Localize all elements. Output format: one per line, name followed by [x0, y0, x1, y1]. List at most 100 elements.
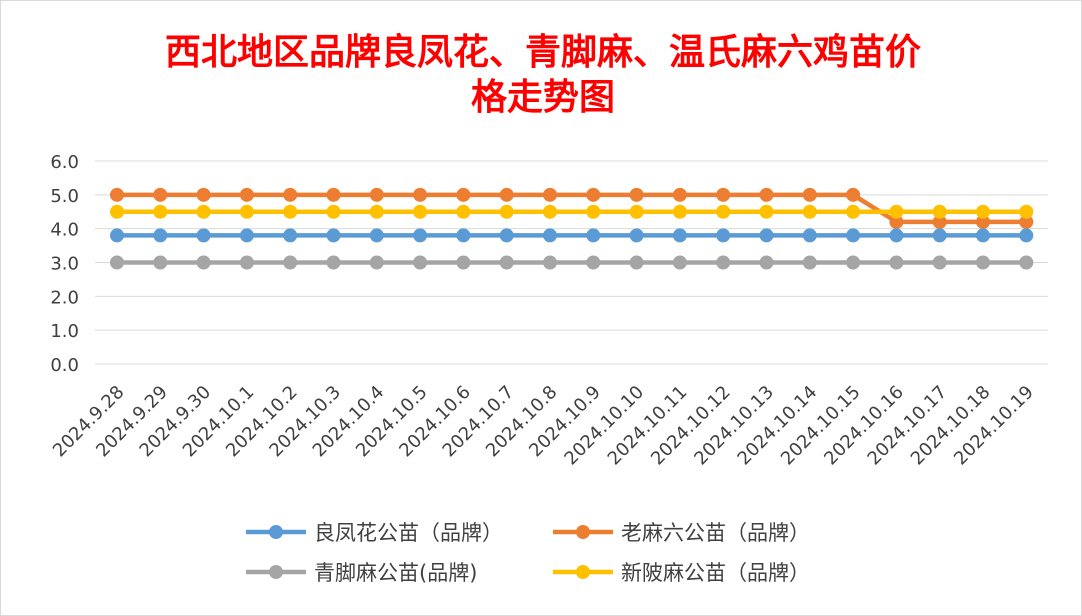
- data-point: [629, 204, 644, 219]
- series-line: [117, 192, 1027, 225]
- data-point: [369, 204, 384, 219]
- data-point: [1019, 228, 1034, 243]
- data-point: [543, 204, 557, 219]
- data-point: [543, 228, 557, 243]
- legend-marker: [269, 525, 283, 539]
- legend-item: 老麻六公苗（品牌）: [553, 521, 810, 545]
- data-point: [976, 214, 990, 229]
- data-point: [716, 255, 731, 270]
- data-point: [413, 228, 428, 243]
- data-point: [196, 204, 211, 219]
- data-point: [976, 255, 990, 270]
- data-point: [802, 187, 817, 202]
- data-point: [1019, 204, 1034, 219]
- data-point: [759, 204, 774, 219]
- legend-item: 新陂麻公苗（品牌）: [553, 561, 810, 585]
- data-point: [413, 204, 428, 219]
- series-1: [110, 187, 1034, 229]
- legend-marker: [576, 565, 590, 579]
- data-point: [586, 204, 601, 219]
- data-point: [369, 187, 384, 202]
- y-tick-label: 5.0: [50, 186, 79, 207]
- data-point: [932, 214, 947, 229]
- series-lines: [110, 187, 1034, 270]
- data-point: [846, 228, 861, 243]
- legend-marker: [576, 525, 590, 539]
- series-0: [110, 228, 1034, 243]
- y-tick-label: 2.0: [50, 287, 79, 308]
- data-point: [413, 255, 428, 270]
- series-3: [110, 204, 1034, 219]
- data-point: [716, 204, 731, 219]
- data-point: [283, 255, 298, 270]
- data-point: [499, 228, 514, 243]
- data-point: [716, 187, 731, 202]
- data-point: [976, 204, 990, 219]
- data-point: [153, 204, 168, 219]
- legend-item: 青脚麻公苗(品牌): [246, 561, 477, 585]
- data-point: [889, 255, 904, 270]
- data-point: [196, 187, 211, 202]
- data-point: [629, 187, 644, 202]
- data-point: [369, 228, 384, 243]
- data-point: [586, 228, 601, 243]
- data-point: [802, 228, 817, 243]
- legend: 良凤花公苗（品牌） 老麻六公苗（品牌） 青脚麻公苗(品牌) 新陂麻公苗（品牌）: [246, 521, 810, 585]
- data-point: [110, 228, 124, 243]
- data-point: [586, 255, 601, 270]
- data-point: [110, 187, 124, 202]
- data-point: [932, 255, 947, 270]
- data-point: [456, 228, 471, 243]
- chart-title-line-2: 格走势图: [471, 76, 615, 118]
- data-point: [586, 187, 601, 202]
- data-point: [239, 204, 254, 219]
- series-2: [110, 255, 1034, 270]
- data-point: [846, 204, 861, 219]
- y-tick-label: 3.0: [50, 254, 79, 275]
- x-axis: 2024.9.282024.9.292024.9.302024.10.12024…: [49, 382, 1038, 470]
- data-point: [802, 255, 817, 270]
- data-point: [759, 187, 774, 202]
- data-point: [153, 255, 168, 270]
- data-point: [196, 255, 211, 270]
- legend-item: 良凤花公苗（品牌）: [246, 521, 503, 545]
- data-point: [802, 204, 817, 219]
- data-point: [889, 214, 904, 229]
- legend-label: 良凤花公苗（品牌）: [314, 521, 503, 545]
- data-point: [369, 255, 384, 270]
- data-point: [239, 228, 254, 243]
- y-tick-label: 6.0: [50, 152, 79, 173]
- data-point: [456, 255, 471, 270]
- data-point: [326, 204, 341, 219]
- data-point: [1019, 255, 1034, 270]
- y-tick-label: 4.0: [50, 220, 79, 241]
- data-point: [499, 187, 514, 202]
- data-point: [456, 187, 471, 202]
- data-point: [196, 228, 211, 243]
- data-point: [889, 204, 904, 219]
- data-point: [672, 228, 687, 243]
- legend-marker: [269, 565, 283, 579]
- data-point: [932, 204, 947, 219]
- data-point: [629, 255, 644, 270]
- data-point: [672, 255, 687, 270]
- data-point: [153, 228, 168, 243]
- data-point: [759, 228, 774, 243]
- data-point: [499, 204, 514, 219]
- data-point: [889, 228, 904, 243]
- data-point: [456, 204, 471, 219]
- data-point: [976, 228, 990, 243]
- data-point: [326, 187, 341, 202]
- data-point: [413, 187, 428, 202]
- legend-label: 老麻六公苗（品牌）: [621, 521, 810, 545]
- data-point: [499, 255, 514, 270]
- data-point: [153, 187, 168, 202]
- legend-label: 青脚麻公苗(品牌): [314, 561, 477, 585]
- data-point: [326, 228, 341, 243]
- y-tick-label: 0.0: [50, 355, 79, 376]
- data-point: [1019, 214, 1034, 229]
- data-point: [110, 204, 124, 219]
- data-point: [110, 255, 124, 270]
